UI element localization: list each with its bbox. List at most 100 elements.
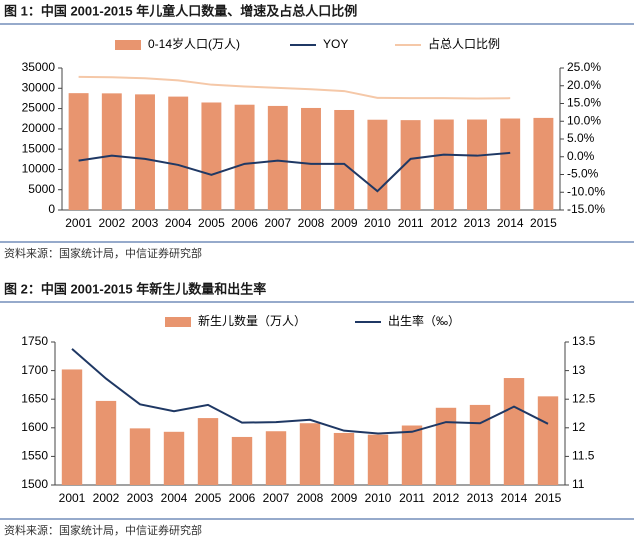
legend-swatch <box>165 317 191 327</box>
y2-tick-label: 13.5 <box>572 334 596 348</box>
y2-tick-label: 12 <box>572 420 586 434</box>
x-tick-label: 2001 <box>65 216 92 230</box>
line-series <box>78 151 511 193</box>
bar <box>68 93 89 210</box>
line-series <box>71 348 549 435</box>
x-tick-label: 2003 <box>127 491 154 505</box>
y-tick-label: 1600 <box>21 420 48 434</box>
legend-label: 占总人口比例 <box>428 36 500 51</box>
y2-tick-label: 20.0% <box>567 78 601 92</box>
y-tick-label: 1650 <box>21 391 48 405</box>
x-tick-label: 2014 <box>501 491 528 505</box>
x-tick-label: 2004 <box>165 216 192 230</box>
bar <box>533 117 554 210</box>
bar <box>334 109 355 210</box>
y-tick-label: 10000 <box>22 162 56 176</box>
bar <box>435 407 457 485</box>
bar <box>301 107 321 210</box>
bar <box>299 423 321 485</box>
y2-tick-label: -10.0% <box>567 184 605 198</box>
y-tick-label: 30000 <box>22 80 56 94</box>
x-tick-label: 2007 <box>264 216 291 230</box>
bar <box>400 120 421 210</box>
y2-tick-label: 12.5 <box>572 391 596 405</box>
bar <box>333 432 355 485</box>
legend-label: YOY <box>323 37 348 51</box>
x-tick-label: 2012 <box>430 216 457 230</box>
x-tick-label: 2013 <box>464 216 491 230</box>
x-tick-label: 2007 <box>263 491 290 505</box>
bar <box>433 119 454 210</box>
bar <box>234 104 255 210</box>
y2-tick-label: 25.0% <box>567 60 601 74</box>
x-tick-label: 2002 <box>98 216 125 230</box>
line-series <box>78 75 511 100</box>
bar <box>61 369 83 485</box>
bar <box>469 404 491 485</box>
x-tick-label: 2005 <box>195 491 222 505</box>
y-tick-label: 15000 <box>22 141 56 155</box>
y-tick-label: 1700 <box>21 363 48 377</box>
y2-tick-label: 10.0% <box>567 113 601 127</box>
x-tick-label: 2013 <box>467 491 494 505</box>
legend-swatch <box>115 40 141 50</box>
x-tick-label: 2014 <box>497 216 524 230</box>
bar <box>95 400 117 485</box>
bar <box>201 102 222 210</box>
x-tick-label: 2009 <box>331 491 358 505</box>
y-tick-label: 1500 <box>21 477 48 491</box>
y-tick-label: 25000 <box>22 101 56 115</box>
y-tick-label: 0 <box>48 202 55 216</box>
bar <box>163 431 185 485</box>
bar <box>467 119 487 210</box>
x-tick-label: 2015 <box>535 491 562 505</box>
y-tick-label: 35000 <box>22 60 56 74</box>
bar <box>367 434 389 485</box>
y2-tick-label: 13 <box>572 363 586 377</box>
y2-tick-label: -5.0% <box>567 167 599 181</box>
x-tick-label: 2003 <box>132 216 159 230</box>
y-tick-label: 1750 <box>21 334 48 348</box>
x-tick-label: 2009 <box>331 216 358 230</box>
y-tick-label: 20000 <box>22 121 56 135</box>
x-tick-label: 2010 <box>365 491 392 505</box>
bar <box>231 436 253 485</box>
y-tick-label: 1550 <box>21 449 48 463</box>
bar <box>129 428 151 485</box>
x-tick-label: 2011 <box>399 491 425 505</box>
source: 资料来源：国家统计局，中信证券研究部 <box>4 246 202 260</box>
bar <box>537 396 559 485</box>
bar <box>500 118 521 210</box>
source: 资料来源：国家统计局，中信证券研究部 <box>4 523 202 537</box>
chart-title: 图 2：中国 2001-2015 年新生儿数量和出生率 <box>4 281 266 296</box>
chart-title: 图 1：中国 2001-2015 年儿童人口数量、增速及占总人口比例 <box>4 3 357 18</box>
x-tick-label: 2001 <box>59 491 86 505</box>
x-tick-label: 2008 <box>298 216 325 230</box>
x-tick-label: 2008 <box>297 491 324 505</box>
bar <box>503 378 525 485</box>
y2-tick-label: 0.0% <box>567 149 595 163</box>
bar <box>265 431 287 485</box>
x-tick-label: 2012 <box>433 491 460 505</box>
legend-label: 出生率（‰） <box>388 313 460 328</box>
x-tick-label: 2010 <box>364 216 391 230</box>
bar <box>197 418 219 485</box>
x-tick-label: 2015 <box>530 216 557 230</box>
bar <box>101 93 122 210</box>
x-tick-label: 2006 <box>229 491 256 505</box>
bar <box>135 94 155 210</box>
legend-label: 新生儿数量（万人） <box>198 313 306 328</box>
y2-tick-label: 5.0% <box>567 131 595 145</box>
y2-tick-label: 11.5 <box>572 449 595 463</box>
x-tick-label: 2005 <box>198 216 225 230</box>
bar <box>367 119 388 210</box>
y2-tick-label: 11 <box>572 477 585 491</box>
y-tick-label: 5000 <box>28 182 55 196</box>
x-tick-label: 2006 <box>231 216 258 230</box>
x-tick-label: 2004 <box>161 491 188 505</box>
bar <box>168 96 189 210</box>
x-tick-label: 2011 <box>398 216 424 230</box>
y2-tick-label: 15.0% <box>567 96 601 110</box>
bar <box>401 425 423 485</box>
